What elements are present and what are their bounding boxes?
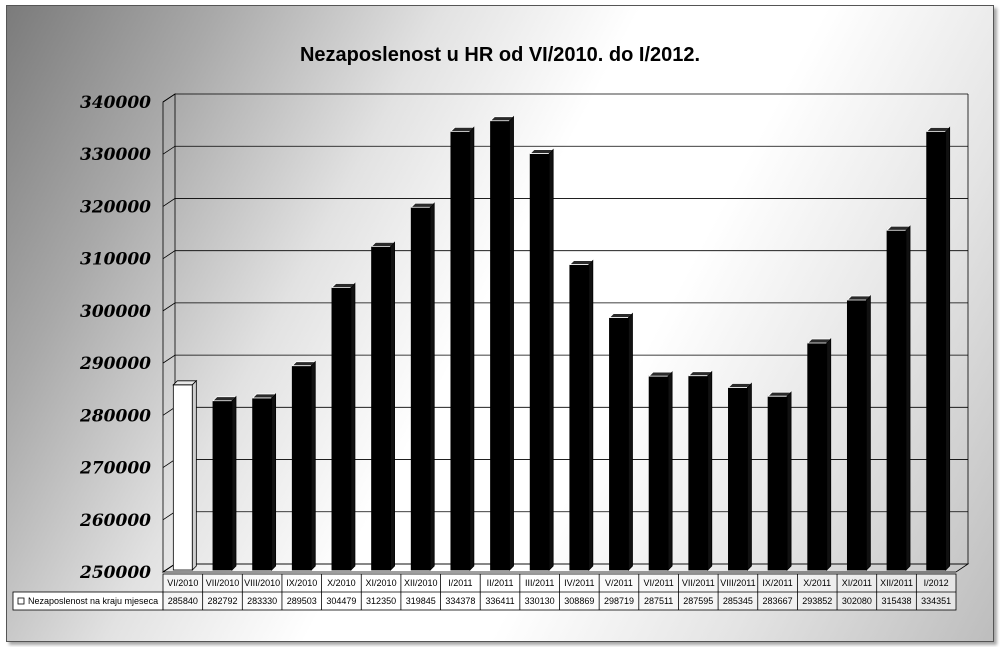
- data-table: Nezaposlenost na kraju mjeseca VI/2010 285…: [12, 573, 957, 611]
- category-label: VI/2011: [643, 578, 673, 588]
- y-tick-label: 300000: [80, 302, 151, 322]
- value-label: 289503: [287, 596, 317, 606]
- bar: [370, 241, 396, 571]
- gridline: [162, 250, 968, 259]
- y-tick-label: 260000: [79, 511, 151, 531]
- category-label: VI/2010: [167, 578, 198, 588]
- value-label: 282792: [207, 596, 237, 606]
- y-tick-label: 330000: [80, 145, 151, 165]
- value-label: 302080: [842, 596, 872, 606]
- chart-title: Nezaposlenost u HR od VI/2010. do I/2012…: [299, 44, 701, 66]
- legend-key: [17, 597, 25, 605]
- category-label: IX/2010: [286, 578, 317, 588]
- bar: [648, 371, 674, 571]
- category-label: VII/2011: [682, 578, 715, 588]
- category-label: IV/2011: [564, 578, 594, 588]
- category-label: XII/2010: [404, 578, 438, 588]
- value-label: 287511: [644, 596, 673, 606]
- bar: [727, 382, 753, 571]
- category-label: III/2011: [525, 578, 554, 588]
- gridline: [162, 302, 968, 312]
- value-label: 304479: [326, 596, 356, 606]
- category-label: VII/2010: [206, 578, 240, 588]
- value-label: 283667: [763, 596, 793, 606]
- bar: [608, 312, 634, 571]
- value-label: 312350: [366, 596, 396, 606]
- category-label: VIII/2011: [720, 578, 755, 588]
- category-label: I/2011: [448, 578, 472, 588]
- value-label: 334378: [445, 596, 475, 606]
- bar: [806, 338, 832, 571]
- bar: [410, 202, 436, 571]
- legend-label: Nezaposlenost na kraju mjeseca: [28, 596, 158, 606]
- y-tick-label: 340000: [80, 93, 151, 113]
- value-label: 336411: [485, 596, 514, 606]
- value-label: 334351: [921, 596, 951, 606]
- gridline: [162, 354, 968, 364]
- bar: [846, 295, 872, 571]
- y-axis: 250000 260000 270000 280000 290000 300000 3100…: [79, 93, 151, 583]
- category-label: IX/2011: [762, 578, 792, 588]
- value-label: 285345: [723, 596, 753, 606]
- y-tick-label: 310000: [80, 250, 151, 270]
- bar: [529, 148, 555, 571]
- value-label: 285840: [168, 596, 198, 606]
- category-label: X/2010: [327, 578, 356, 588]
- category-label: VIII/2010: [244, 578, 280, 588]
- bar: [925, 126, 951, 571]
- bar: [449, 126, 475, 571]
- bar: [212, 395, 237, 571]
- bar: [568, 259, 594, 571]
- y-tick-label: 280000: [79, 406, 151, 426]
- value-label: 283330: [247, 596, 277, 606]
- bar: [251, 392, 277, 571]
- bar: [330, 282, 356, 571]
- y-tick-label: 290000: [79, 354, 151, 374]
- category-label: I/2012: [924, 578, 949, 588]
- category-label: V/2011: [605, 578, 633, 588]
- category-label: XI/2010: [366, 578, 397, 588]
- y-tick-label: 320000: [80, 197, 151, 217]
- bar: [291, 360, 317, 571]
- value-label: 287595: [683, 596, 713, 606]
- value-label: 298719: [604, 596, 634, 606]
- bar: [886, 225, 911, 571]
- category-label: II/2011: [487, 578, 514, 588]
- value-label: 330130: [525, 596, 555, 606]
- bars: [172, 115, 951, 571]
- gridline: [162, 93, 968, 103]
- gridline: [162, 145, 968, 155]
- category-label: XI/2011: [842, 578, 872, 588]
- bar: [172, 379, 198, 571]
- category-label: XII/2011: [880, 578, 913, 588]
- y-tick-label: 250000: [79, 563, 151, 583]
- value-label: 308869: [564, 596, 594, 606]
- gridline: [162, 198, 968, 207]
- bar: [687, 370, 713, 571]
- bar: [489, 115, 515, 571]
- category-label: X/2011: [803, 578, 831, 588]
- y-tick-label: 270000: [79, 459, 151, 479]
- value-label: 315438: [882, 596, 912, 606]
- value-label: 293852: [802, 596, 832, 606]
- value-label: 319845: [406, 596, 436, 606]
- bar: [767, 391, 793, 571]
